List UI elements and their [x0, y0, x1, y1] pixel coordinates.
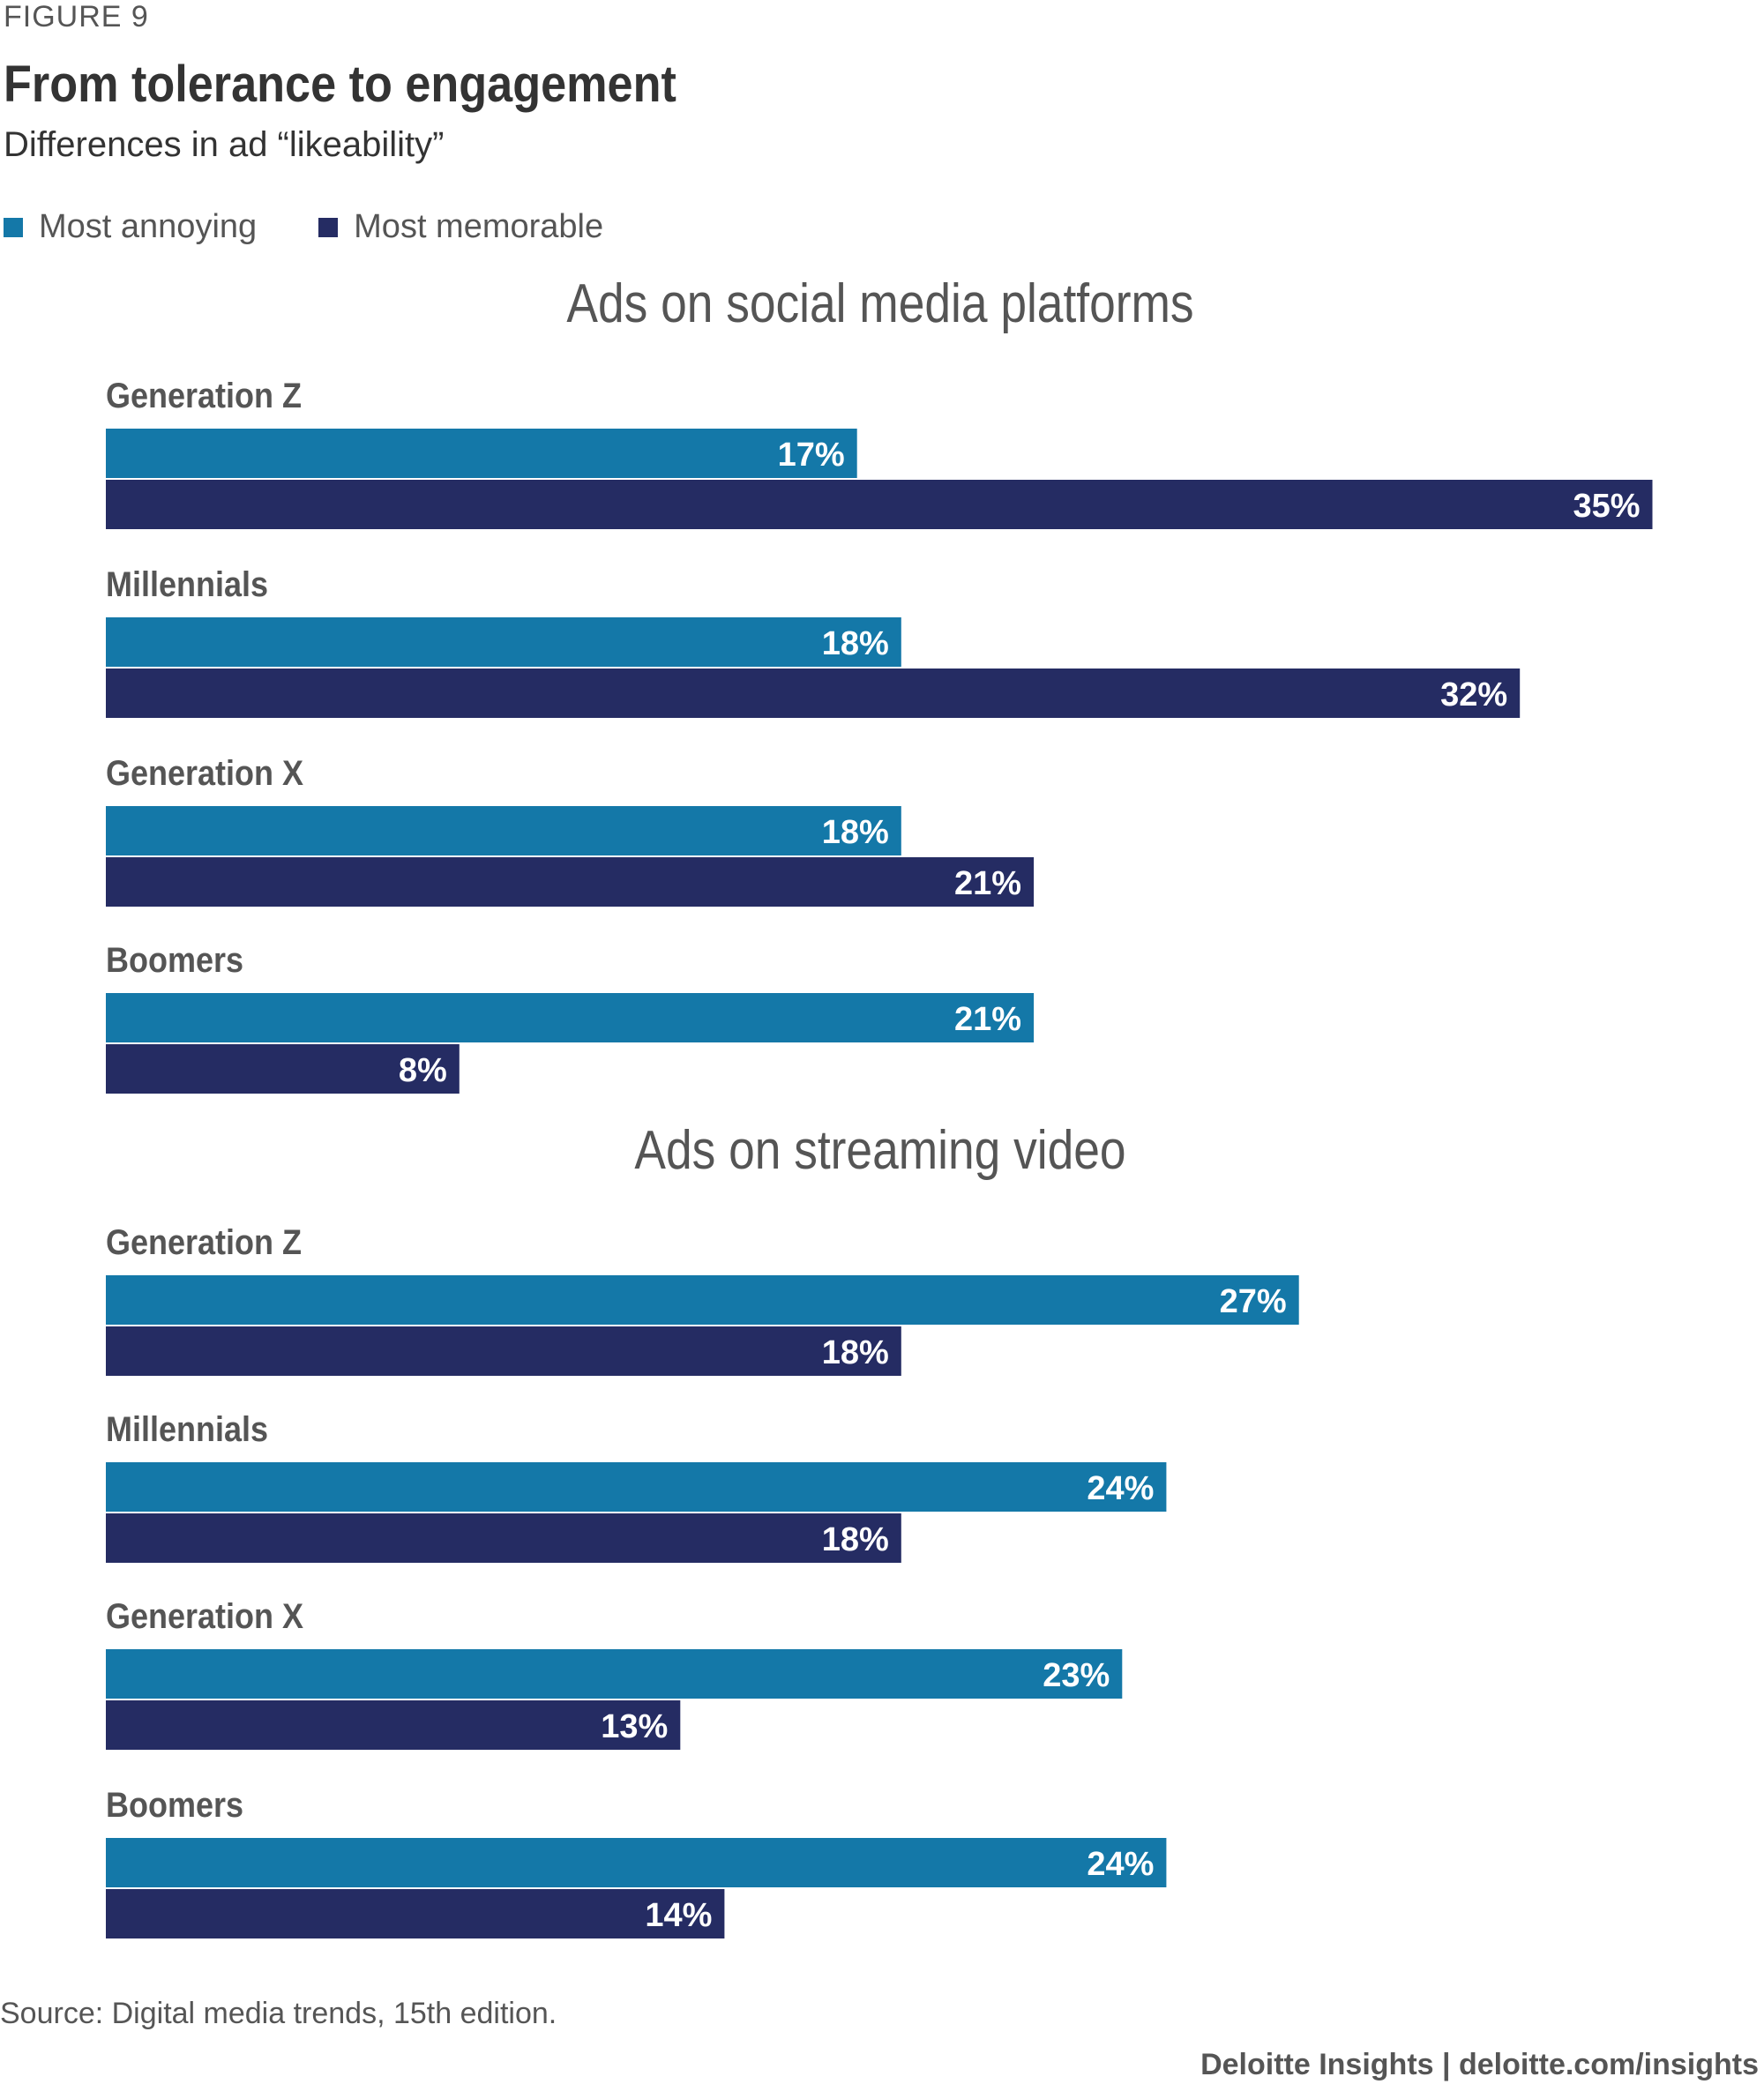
bar-social-generation-x-most-annoying [106, 806, 901, 855]
section-title-social: Ads on social media platforms [566, 273, 1193, 334]
category-label-social-generation-x: Generation X [106, 754, 304, 793]
category-label-streaming-boomers: Boomers [106, 1786, 243, 1825]
bar-streaming-generation-z-most-memorable [106, 1326, 901, 1376]
category-label-streaming-millennials: Millennials [106, 1410, 268, 1449]
chart-title: From tolerance to engagement [4, 56, 676, 113]
bar-value-streaming-generation-x-most-annoying: 23% [1043, 1657, 1110, 1694]
bar-value-streaming-generation-x-most-memorable: 13% [601, 1708, 668, 1745]
bar-streaming-generation-x-most-annoying [106, 1649, 1123, 1699]
bar-value-streaming-boomers-most-memorable: 14% [645, 1897, 712, 1934]
bar-social-generation-z-most-memorable [106, 480, 1653, 529]
legend: Most annoying Most memorable [4, 208, 665, 246]
section-title-streaming: Ads on streaming video [634, 1120, 1125, 1181]
bar-streaming-millennials-most-annoying [106, 1462, 1167, 1512]
bar-value-social-millennials-most-memorable: 32% [1440, 676, 1507, 713]
bar-social-millennials-most-memorable [106, 669, 1521, 718]
bar-value-social-millennials-most-annoying: 18% [822, 625, 889, 662]
bar-value-streaming-boomers-most-annoying: 24% [1087, 1846, 1154, 1883]
category-label-social-generation-z: Generation Z [106, 377, 302, 415]
figure-label: FIGURE 9 [4, 0, 149, 34]
bar-social-generation-x-most-memorable [106, 857, 1035, 907]
credit-line: Deloitte Insights | deloitte.com/insight… [1200, 2048, 1759, 2081]
bar-value-streaming-generation-z-most-annoying: 27% [1220, 1283, 1287, 1320]
bar-streaming-boomers-most-memorable [106, 1889, 725, 1938]
category-label-streaming-generation-x: Generation X [106, 1597, 304, 1636]
bar-social-generation-z-most-annoying [106, 429, 857, 478]
bar-streaming-boomers-most-annoying [106, 1838, 1167, 1887]
bar-value-social-boomers-most-annoying: 21% [954, 1001, 1021, 1038]
bar-value-streaming-millennials-most-annoying: 24% [1087, 1470, 1154, 1507]
legend-item-memorable: Most memorable [318, 208, 603, 246]
category-label-streaming-generation-z: Generation Z [106, 1223, 302, 1262]
bar-value-social-boomers-most-memorable: 8% [399, 1052, 447, 1089]
category-label-social-boomers: Boomers [106, 941, 243, 980]
legend-label-memorable: Most memorable [354, 208, 604, 245]
bar-value-streaming-millennials-most-memorable: 18% [822, 1521, 889, 1558]
legend-label-annoying: Most annoying [39, 208, 258, 245]
category-label-social-millennials: Millennials [106, 565, 268, 604]
bar-value-social-generation-x-most-annoying: 18% [822, 814, 889, 851]
bar-streaming-generation-x-most-memorable [106, 1700, 681, 1750]
legend-item-annoying: Most annoying [4, 208, 257, 246]
bar-value-social-generation-z-most-annoying: 17% [778, 437, 845, 474]
bar-streaming-millennials-most-memorable [106, 1513, 901, 1563]
bar-value-streaming-generation-z-most-memorable: 18% [822, 1334, 889, 1371]
source-note: Source: Digital media trends, 15th editi… [0, 1997, 557, 2030]
bar-social-boomers-most-memorable [106, 1044, 460, 1094]
chart-subtitle: Differences in ad “likeability” [4, 125, 445, 164]
legend-swatch-annoying [4, 217, 23, 237]
bar-value-social-generation-x-most-memorable: 21% [954, 865, 1021, 902]
bar-social-millennials-most-annoying [106, 617, 901, 667]
bar-value-social-generation-z-most-memorable: 35% [1573, 488, 1640, 525]
bar-streaming-generation-z-most-annoying [106, 1275, 1299, 1325]
legend-swatch-memorable [318, 217, 339, 237]
bar-social-boomers-most-annoying [106, 993, 1035, 1042]
